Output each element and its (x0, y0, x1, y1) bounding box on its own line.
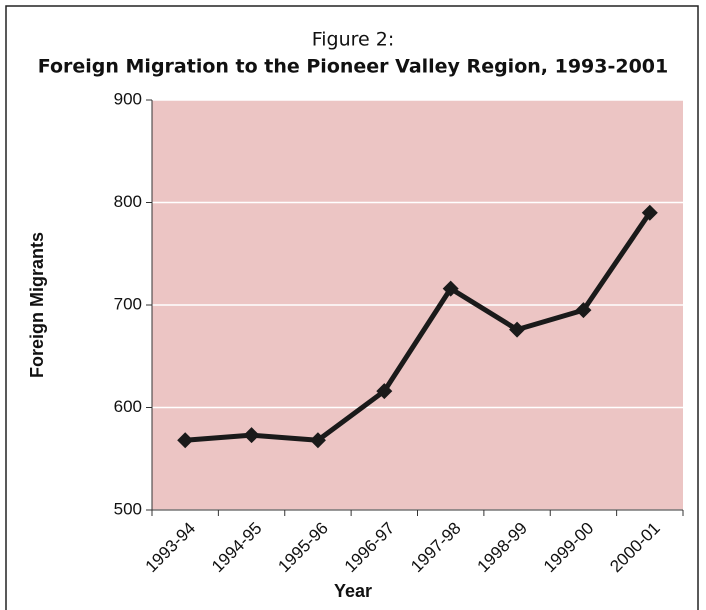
y-tick-label: 500 (114, 499, 142, 518)
chart-title: Foreign Migration to the Pioneer Valley … (38, 56, 669, 78)
marker (442, 280, 459, 297)
marker (575, 302, 592, 319)
marker (309, 432, 326, 449)
marker (243, 427, 260, 444)
y-tick-label: 900 (114, 89, 142, 108)
marker (376, 383, 393, 400)
y-tick-label: 800 (114, 192, 142, 211)
marker (177, 432, 194, 449)
y-tick-label: 700 (114, 294, 142, 313)
marker (509, 321, 526, 338)
x-axis-label: Year (334, 581, 372, 601)
y-axis-label: Foreign Migrants (27, 232, 47, 378)
y-tick-label: 600 (114, 397, 142, 416)
supertitle: Figure 2: (312, 29, 395, 51)
marker (641, 204, 658, 221)
line (184, 211, 652, 443)
